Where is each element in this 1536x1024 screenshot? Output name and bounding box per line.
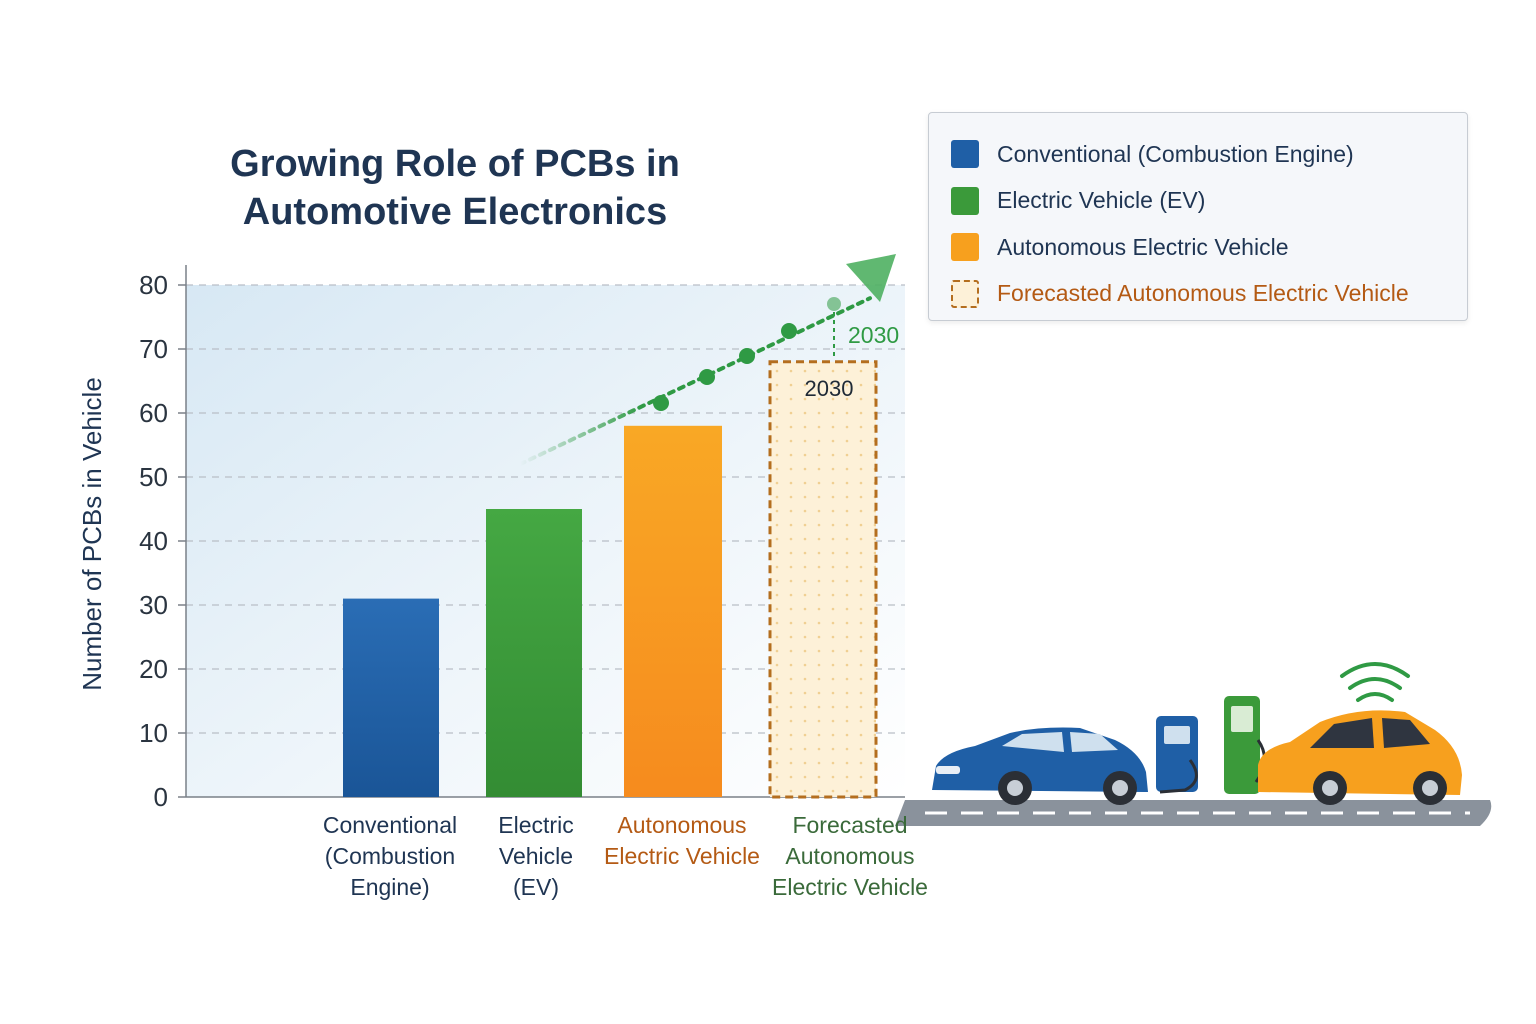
x-tick-label-line: Autonomous [785,843,915,869]
bar-forecast [768,360,878,799]
trend-point [781,323,797,339]
legend-item-ev: Electric Vehicle (EV) [951,178,1467,225]
wireless-signal-icon [1340,662,1410,702]
y-axis-label: Number of PCBs in Vehicle [77,377,107,691]
legend-label-conventional: Conventional (Combustion Engine) [997,140,1354,167]
legend-label-forecast: Forecasted Autonomous Electric Vehicle [997,280,1409,307]
trend-point [739,348,755,364]
charging-station-blue [1156,716,1198,794]
bar-annotation-label: 2030 [805,376,854,401]
legend-label-autonomous: Autonomous Electric Vehicle [997,233,1289,260]
legend-swatch-forecast [951,279,979,308]
trend-point [827,297,841,311]
autonomous-car [1258,710,1462,805]
x-tick-label-line: Conventional [322,812,458,838]
sedan-car [932,727,1148,805]
trend-annotation-label: 2030 [848,322,899,348]
y-tick-label: 10 [139,718,168,748]
chart-title: Growing Role of PCBs in Automotive Elect… [230,143,680,233]
trend-line [518,296,872,467]
x-tick-label: Autonomous Electric Vehicle [592,810,772,872]
legend-item-conventional: Conventional (Combustion Engine) [951,131,1467,178]
legend-swatch-autonomous [951,233,979,262]
x-tick-label-line: Engine) [350,874,430,900]
y-tick-label: 60 [139,398,168,428]
bar-2 [624,425,722,797]
y-tick-label: 30 [139,590,168,620]
legend-label-ev: Electric Vehicle (EV) [997,187,1206,214]
bar-0 [343,598,439,797]
legend-swatch-ev [951,186,979,215]
y-tick-label: 20 [139,654,168,684]
y-tick-label: 50 [139,462,168,492]
x-tick-label-line: Vehicle [498,843,574,869]
legend-item-autonomous: Autonomous Electric Vehicle [951,224,1467,271]
x-tick-label-line: (Combustion [324,843,456,869]
y-tick-label: 0 [154,782,168,812]
x-tick-label-line: (EV) [513,874,559,900]
x-tick-label-line: Autonomous [617,812,747,838]
x-tick-label: Forecasted Autonomous Electric Vehicle [760,810,940,903]
bar-1 [486,509,582,797]
vehicles-illustration [895,662,1492,826]
y-tick-label: 40 [139,526,168,556]
x-tick-label: Conventional (Combustion Engine) [300,810,480,903]
y-tick-label: 70 [139,334,168,364]
y-tick-label: 80 [139,270,168,300]
x-tick-label: Electric Vehicle (EV) [446,810,626,903]
trend-point [653,395,669,411]
x-tick-label-line: Forecasted [792,812,908,838]
charging-station-green [1224,696,1266,794]
x-tick-label-line: Electric Vehicle [772,874,928,900]
legend-swatch-conventional [951,140,979,169]
trend-point [699,369,715,385]
legend-item-forecast: Forecasted Autonomous Electric Vehicle [951,271,1467,318]
legend: Conventional (Combustion Engine) Electri… [928,112,1468,321]
x-tick-label-line: Electric Vehicle [604,843,760,869]
x-tick-label-line: Electric [498,812,574,838]
trend-arrowhead-icon [846,254,896,302]
